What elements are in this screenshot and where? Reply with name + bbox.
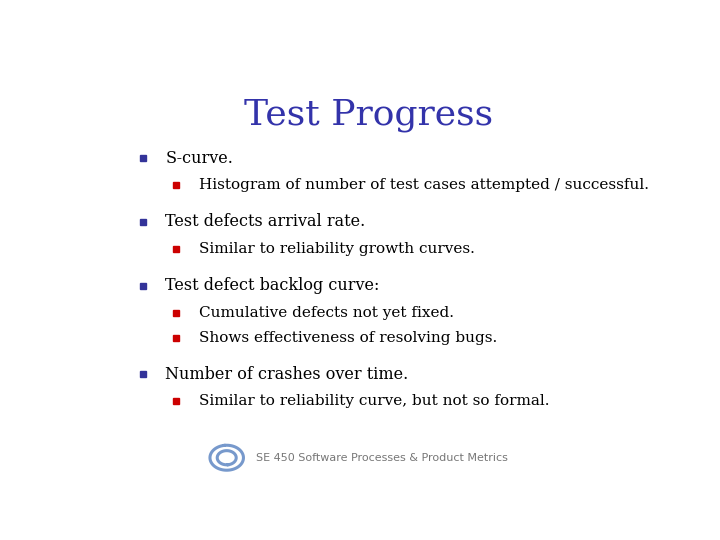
Text: Test defects arrival rate.: Test defects arrival rate. [166, 213, 366, 231]
Text: Cumulative defects not yet fixed.: Cumulative defects not yet fixed. [199, 306, 454, 320]
Text: Number of crashes over time.: Number of crashes over time. [166, 366, 408, 383]
Text: Shows effectiveness of resolving bugs.: Shows effectiveness of resolving bugs. [199, 330, 497, 345]
Text: S-curve.: S-curve. [166, 150, 233, 167]
Text: SE 450 Software Processes & Product Metrics: SE 450 Software Processes & Product Metr… [256, 453, 508, 463]
Text: Test Progress: Test Progress [244, 98, 494, 132]
Text: Similar to reliability growth curves.: Similar to reliability growth curves. [199, 242, 474, 256]
Text: Test defect backlog curve:: Test defect backlog curve: [166, 277, 379, 294]
Text: Histogram of number of test cases attempted / successful.: Histogram of number of test cases attemp… [199, 178, 649, 192]
Text: Similar to reliability curve, but not so formal.: Similar to reliability curve, but not so… [199, 394, 549, 408]
